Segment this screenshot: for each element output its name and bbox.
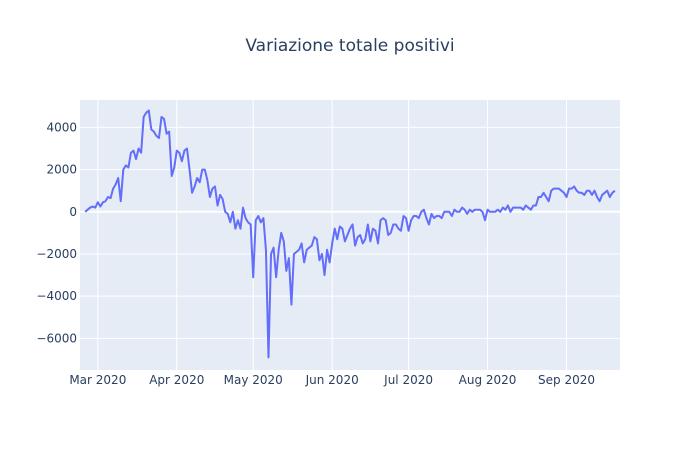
y-tick-label: −2000 xyxy=(36,247,77,261)
x-tick-label: Apr 2020 xyxy=(149,373,204,387)
x-tick-label: Jul 2020 xyxy=(383,373,433,387)
x-tick-label: Mar 2020 xyxy=(69,373,126,387)
y-tick-labels: −6000 −4000 −2000 0 2000 4000 xyxy=(36,120,77,345)
series-group xyxy=(84,109,616,359)
x-tick-label: Jun 2020 xyxy=(305,373,359,387)
y-tick-label: 2000 xyxy=(46,163,77,177)
plot-area xyxy=(80,100,620,370)
y-tick-label: 4000 xyxy=(46,120,77,134)
x-tick-label: Sep 2020 xyxy=(538,373,595,387)
x-tick-label: Aug 2020 xyxy=(459,373,517,387)
series-line xyxy=(84,109,616,359)
y-tick-label: 0 xyxy=(69,205,77,219)
grid xyxy=(80,100,620,370)
x-tick-label: May 2020 xyxy=(224,373,283,387)
y-tick-label: −4000 xyxy=(36,289,77,303)
y-tick-label: −6000 xyxy=(36,331,77,345)
chart-title: Variazione totale positivi xyxy=(245,36,454,56)
x-tick-labels: Mar 2020 Apr 2020 May 2020 Jun 2020 Jul 2020… xyxy=(69,373,595,387)
